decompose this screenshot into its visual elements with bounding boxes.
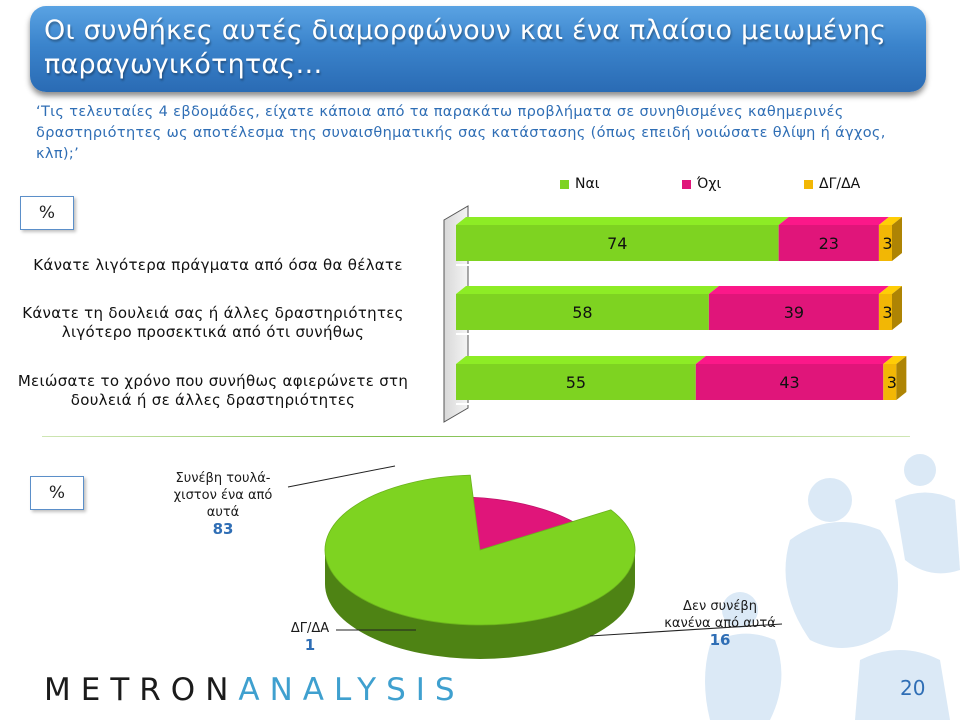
bar-2-dk-side	[892, 286, 902, 330]
bar-1-yes-top	[456, 217, 789, 225]
bar-2-dk-top	[878, 286, 902, 294]
bar-3-dk-face	[883, 364, 897, 400]
bar-3-dk-top	[883, 356, 907, 364]
bar-3-yes: 55	[456, 356, 706, 400]
decorative-figures-graphic	[705, 454, 960, 720]
pie-label-dk-line-1: ΔΓ/ΔΑ	[290, 621, 330, 636]
bar-2-no-face	[708, 294, 879, 330]
row-label-2-line-2: λιγότερο προσεκτικά από ότι συνήθως	[61, 323, 365, 341]
bar-1-yes-value-label: 74	[607, 234, 627, 253]
bar-1-dk-side	[892, 217, 902, 261]
bar-1-no: 23	[778, 217, 889, 261]
row-label-2-line-1: Κάνατε τη δουλειά σας ή άλλες δραστηριότ…	[22, 304, 404, 322]
bar-1-no-face	[778, 225, 879, 261]
percent-box-bottom: %	[30, 476, 84, 510]
bar-3-no-top	[695, 356, 894, 364]
chart-legend: Ναι Όχι ΔΓ/ΔΑ	[560, 176, 890, 196]
bar-2-no: 39	[708, 286, 889, 330]
metron-analysis-logo: METRONANALYSIS	[44, 672, 465, 708]
bar-3-no-face	[695, 364, 884, 400]
pie-label-yes-line-3: αυτά	[206, 505, 240, 520]
row-label-3-line-2: δουλειά ή σε άλλες δραστηριότητες	[70, 391, 356, 409]
bar-3-dk: 3	[883, 356, 907, 400]
legend-swatch-dk	[804, 179, 813, 189]
bar-3-yes-top	[456, 356, 706, 364]
bar-2-dk: 3	[878, 286, 902, 330]
pie-label-yes-line-1: Συνέβη τουλά-	[175, 471, 271, 486]
percent-box-top: %	[20, 196, 74, 230]
bar-3-dk-side	[896, 356, 907, 400]
survey-question: ‘Τις τελευταίες 4 εβδομάδες, είχατε κάπο…	[36, 104, 886, 162]
pie-leader-yes	[287, 465, 396, 488]
pie-label-no-line-2: κανένα από αυτά	[664, 616, 776, 631]
pie-leader-no	[589, 623, 783, 637]
bar-1-dk-face	[878, 225, 892, 261]
pie-label-no: Δεν συνέβη κανένα από αυτά 16	[650, 598, 790, 649]
legend-swatch-no	[682, 179, 691, 189]
pie-slice-yes	[324, 474, 636, 659]
pie-label-dk: ΔΓ/ΔΑ 1	[280, 620, 340, 654]
bar-3-dk-value-label: 3	[887, 373, 897, 392]
bar-2-yes-top	[456, 286, 719, 294]
pie-label-no-line-1: Δεν συνέβη	[683, 599, 757, 614]
logo-part-2: ANALYSIS	[238, 672, 465, 708]
row-label-3-line-1: Μειώσατε το χρόνο που συνήθως αφιερώνετε…	[17, 372, 409, 390]
bar-2-yes: 58	[456, 286, 719, 330]
legend-item-no: Όχι	[682, 176, 721, 192]
bar-3-yes-value-label: 55	[566, 373, 586, 392]
pie-value-dk: 1	[304, 636, 316, 654]
pie-layer	[287, 465, 783, 659]
legend-swatch-yes	[560, 179, 569, 189]
bar-1-no-top	[778, 217, 889, 225]
logo-part-1: METRON	[44, 672, 239, 708]
bar-1-dk-top	[878, 217, 902, 225]
bar-1-yes: 74	[456, 217, 789, 261]
bar-1-yes-face	[456, 225, 779, 261]
pie-slice-yes-top	[324, 474, 636, 626]
bar-3-yes-face	[456, 364, 696, 400]
slide-title: Οι συνθήκες αυτές διαμορφώνουν και ένα π…	[44, 15, 887, 80]
row-label-1: Κάνατε λιγότερα πράγματα από όσα θα θέλα…	[8, 256, 428, 275]
bar-2-no-value-label: 39	[784, 303, 804, 322]
bar-2-yes-value-label: 58	[572, 303, 592, 322]
legend-label-dk: ΔΓ/ΔΑ	[819, 176, 861, 192]
bar-1-dk-value-label: 3	[882, 234, 892, 253]
bar-3-no-value-label: 43	[779, 373, 799, 392]
legend-item-dk: ΔΓ/ΔΑ	[804, 176, 860, 192]
bar-1-dk: 3	[878, 217, 902, 261]
stacked-bar-chart: 74 23 3 58 39 3 55 43 3	[443, 205, 907, 423]
pie-label-yes-line-2: χιστον ένα από	[173, 488, 273, 503]
pie-chart	[287, 465, 783, 659]
bars-layer: 74 23 3 58 39 3 55 43 3	[456, 217, 907, 405]
row-label-3: Μειώσατε το χρόνο που συνήθως αφιερώνετε…	[0, 372, 428, 410]
bar-2-yes-face	[456, 294, 709, 330]
pie-value-yes: 83	[212, 520, 234, 538]
pie-value-no: 16	[709, 631, 731, 649]
page-number: 20	[900, 676, 926, 700]
bar-2-no-top	[708, 286, 889, 294]
bar-2-dk-value-label: 3	[882, 303, 892, 322]
bar-1-no-value-label: 23	[819, 234, 839, 253]
legend-item-yes: Ναι	[560, 176, 599, 192]
row-label-1-line-1: Κάνατε λιγότερα πράγματα από όσα θα θέλα…	[33, 256, 403, 274]
row-label-2: Κάνατε τη δουλειά σας ή άλλες δραστηριότ…	[0, 304, 428, 342]
bar-3-no: 43	[695, 356, 894, 400]
pie-slice-yes-side	[325, 550, 635, 659]
legend-label-yes: Ναι	[575, 176, 600, 192]
section-divider	[42, 436, 910, 437]
bar-2-dk-face	[878, 294, 892, 330]
pie-label-yes: Συνέβη τουλά- χιστον ένα από αυτά 83	[158, 470, 288, 538]
legend-label-no: Όχι	[697, 176, 722, 192]
title-bar: Οι συνθήκες αυτές διαμορφώνουν και ένα π…	[30, 6, 926, 92]
